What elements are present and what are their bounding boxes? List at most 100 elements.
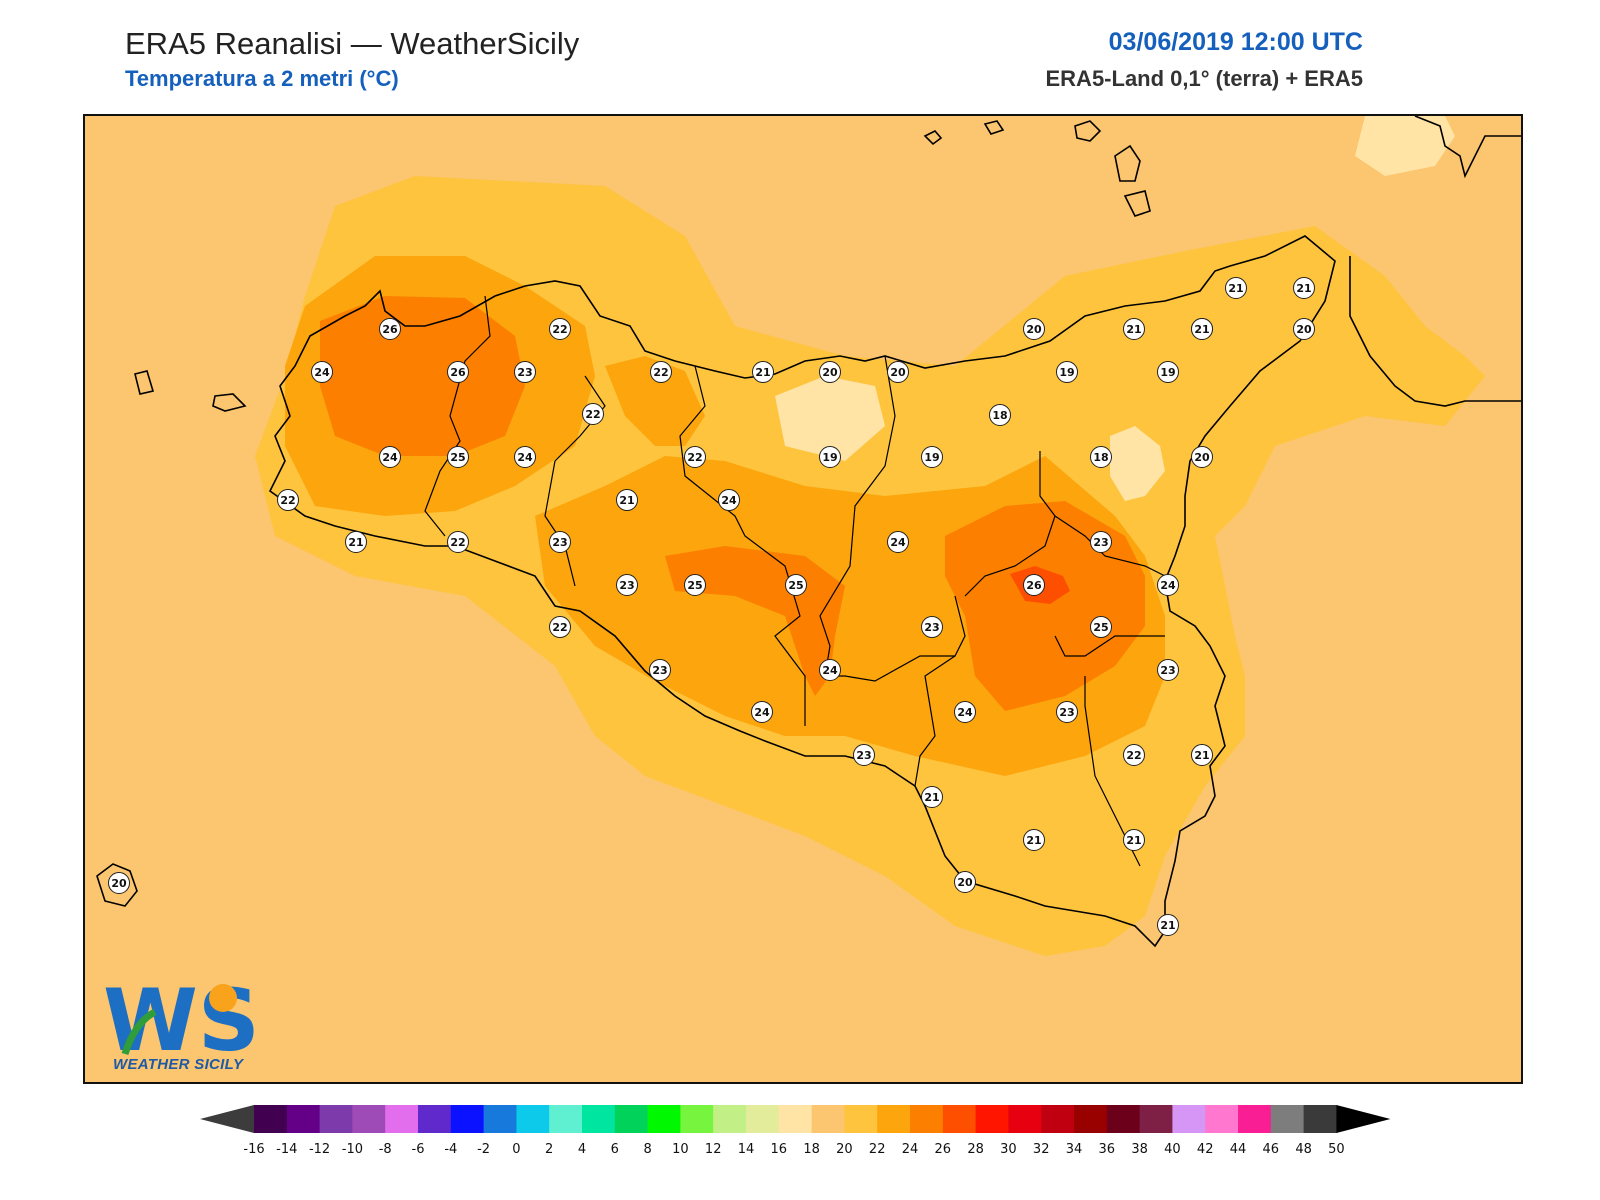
station-value: 21 [1160, 919, 1175, 932]
station-marker: 22 [1123, 744, 1145, 766]
temperature-map[interactable]: 26 22 24 26 23 22 22 21 20 20 24 25 24 22 19 19 22 21 21 22… [83, 114, 1523, 1084]
station-marker: 25 [1090, 616, 1112, 638]
station-circle [1293, 277, 1315, 299]
colorbar-segment [450, 1105, 484, 1133]
station-circle [1023, 574, 1045, 596]
station-value: 21 [755, 366, 770, 379]
colorbar-segment [516, 1105, 550, 1133]
colorbar-tick-label: 8 [643, 1142, 651, 1157]
colorbar-high-arrow [1336, 1105, 1391, 1133]
leaf-icon [121, 1008, 157, 1056]
colorbar-segment [418, 1105, 452, 1133]
colorbar-tick-label: -6 [412, 1142, 425, 1157]
colorbar-segment [647, 1105, 681, 1133]
station-value: 22 [450, 536, 465, 549]
station-circle [649, 659, 671, 681]
station-value: 21 [1026, 834, 1041, 847]
station-circle [549, 616, 571, 638]
station-value: 24 [314, 366, 330, 379]
colorbar-segment [1172, 1105, 1206, 1133]
station-value: 26 [1026, 579, 1042, 592]
colorbar-segment [352, 1105, 386, 1133]
station-value: 24 [517, 451, 533, 464]
station-marker: 23 [1157, 659, 1179, 681]
station-value: 24 [890, 536, 906, 549]
station-value: 24 [1160, 579, 1176, 592]
station-circle [819, 659, 841, 681]
colorbar-tick-label: 40 [1164, 1142, 1181, 1157]
colorbar-tick-label: 48 [1295, 1142, 1312, 1157]
island-vulcano [1123, 190, 1151, 217]
colorbar-tick-label: -2 [477, 1142, 490, 1157]
station-circle [1056, 701, 1078, 723]
station-marker: 23 [1090, 531, 1112, 553]
island-marettimo [134, 370, 155, 395]
station-value: 24 [721, 494, 737, 507]
colorbar-segment [254, 1105, 288, 1133]
island-alicudi [983, 120, 1005, 135]
weather-sicily-logo: WS [95, 972, 265, 1072]
station-marker: 21 [1225, 277, 1247, 299]
colorbar-segment [1008, 1105, 1042, 1133]
colorbar-segment [614, 1105, 648, 1133]
station-marker: 24 [514, 446, 536, 468]
station-marker: 18 [1090, 446, 1112, 468]
station-circle [582, 403, 604, 425]
station-circle [1090, 616, 1112, 638]
station-marker: 21 [1191, 744, 1213, 766]
station-value: 20 [1026, 323, 1042, 336]
colorbar-segment [680, 1105, 714, 1133]
station-value: 19 [924, 451, 939, 464]
station-circle [1191, 446, 1213, 468]
station-circle [954, 701, 976, 723]
station-circle [1023, 318, 1045, 340]
station-circle [887, 531, 909, 553]
station-circle [447, 361, 469, 383]
station-value: 23 [517, 366, 532, 379]
station-marker: 26 [447, 361, 469, 383]
station-marker: 18 [989, 404, 1011, 426]
station-value: 23 [856, 749, 871, 762]
station-circle [108, 872, 130, 894]
station-value: 23 [619, 579, 634, 592]
station-value: 24 [754, 706, 770, 719]
station-value: 23 [924, 621, 939, 634]
colorbar-segment [844, 1105, 878, 1133]
logo-letters: WS [103, 972, 260, 1071]
colorbar-tick-label: 10 [672, 1142, 689, 1157]
sicily-coastline [268, 235, 1336, 948]
station-circle [1157, 659, 1179, 681]
colorbar-segment [811, 1105, 845, 1133]
station-marker: 24 [751, 701, 773, 723]
station-circle [379, 318, 401, 340]
station-marker: 25 [785, 574, 807, 596]
colorbar-segment [713, 1105, 747, 1133]
station-value: 25 [1093, 621, 1108, 634]
station-circle [1123, 744, 1145, 766]
station-value: 20 [890, 366, 906, 379]
station-marker: 20 [819, 361, 841, 383]
colorbar-tick-label: 14 [738, 1142, 755, 1157]
colorbar-tick-label: 28 [967, 1142, 984, 1157]
station-marker: 21 [1123, 829, 1145, 851]
station-circle [1225, 277, 1247, 299]
contour-band-18-20-madonie [775, 376, 885, 461]
colorbar-tick-label: 18 [803, 1142, 820, 1157]
colorbar-segment [319, 1105, 353, 1133]
station-circle [819, 446, 841, 468]
station-value: 23 [1093, 536, 1108, 549]
station-value: 19 [822, 451, 837, 464]
colorbar-tick-label: 30 [1000, 1142, 1017, 1157]
island-favignana [212, 393, 247, 412]
logo-caption: WEATHER SICILY [113, 1056, 244, 1073]
station-value: 24 [382, 451, 398, 464]
station-value: 21 [1296, 282, 1311, 295]
station-circle [1123, 829, 1145, 851]
station-circle [819, 361, 841, 383]
station-value: 20 [111, 877, 127, 890]
colorbar-tick-label: 6 [611, 1142, 619, 1157]
station-circle [1191, 318, 1213, 340]
station-marker: 22 [582, 403, 604, 425]
station-marker: 22 [650, 361, 672, 383]
station-circle [684, 574, 706, 596]
